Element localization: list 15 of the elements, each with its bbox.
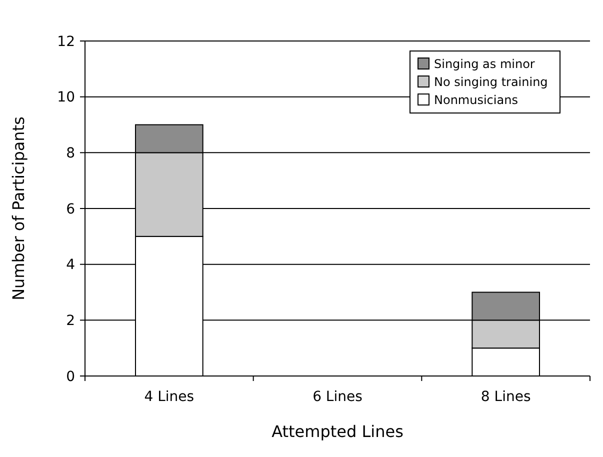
legend-label: Singing as minor: [434, 57, 535, 72]
x-tick-label: 6 Lines: [312, 389, 362, 405]
y-axis-title: Number of Participants: [9, 116, 28, 300]
legend-label: Nonmusicians: [434, 93, 518, 108]
y-tick-label: 12: [57, 34, 75, 50]
y-tick-label: 2: [66, 313, 75, 330]
x-tick-label: 8 Lines: [480, 389, 531, 405]
x-axis-title: Attempted Lines: [272, 422, 404, 441]
y-tick-label: 0: [66, 368, 75, 385]
y-tick-label: 8: [66, 146, 75, 162]
x-tick-label: 4 Lines: [144, 389, 194, 405]
y-tick-label: 10: [57, 90, 75, 106]
y-tick-label: 4: [66, 257, 76, 274]
legend-label: No singing training: [434, 75, 548, 90]
y-tick-label: 6: [66, 201, 76, 218]
